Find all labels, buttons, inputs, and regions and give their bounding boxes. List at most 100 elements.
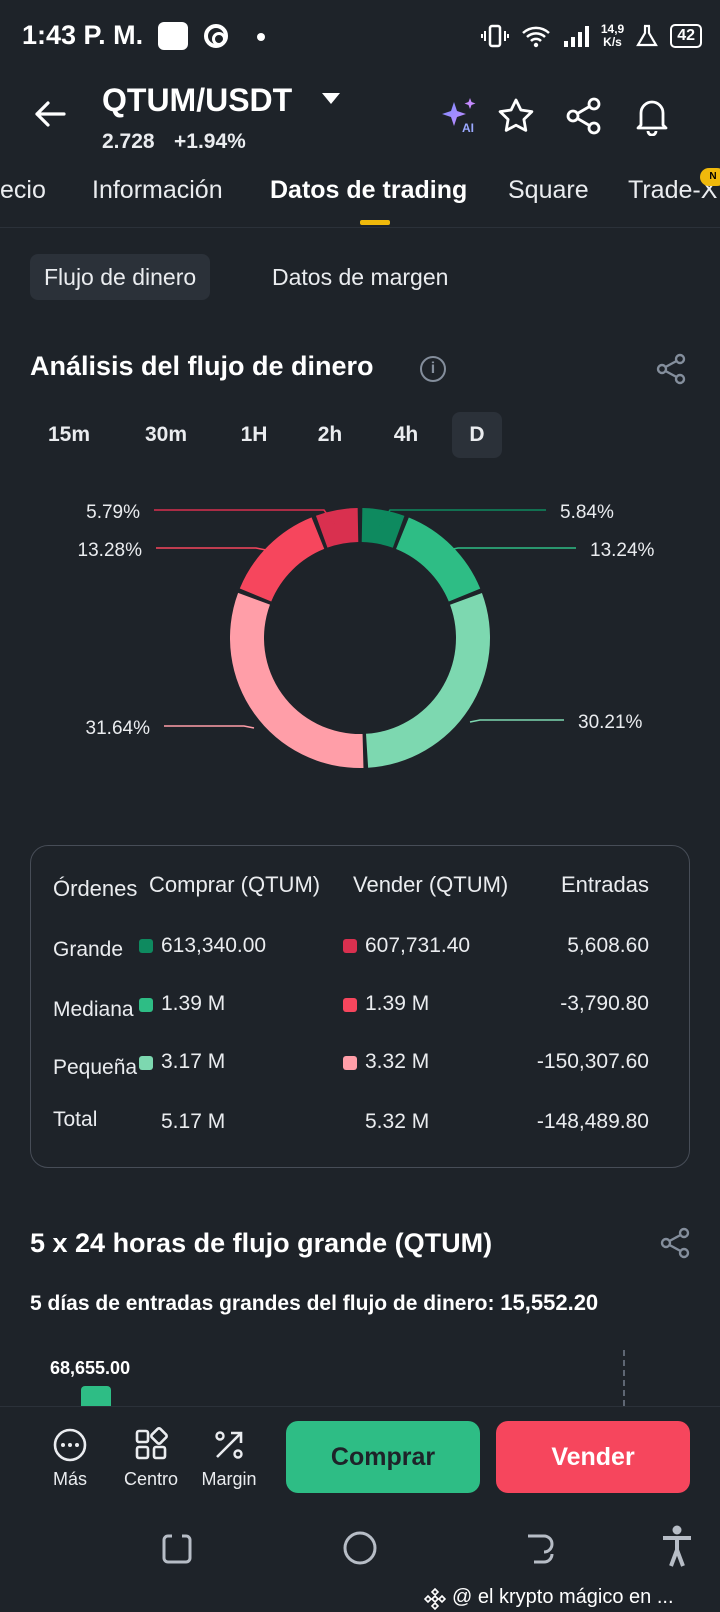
timeframe-30m[interactable]: 30m <box>144 423 188 446</box>
home-icon[interactable] <box>342 1530 378 1566</box>
chart-crosshair-line <box>623 1350 625 1406</box>
tab-square[interactable]: Square <box>508 176 589 204</box>
bell-icon[interactable] <box>632 96 672 136</box>
donut-slice-2[interactable] <box>366 592 490 768</box>
margin-button[interactable]: Margin <box>194 1427 264 1490</box>
timeframe-1h[interactable]: 1H <box>240 423 268 446</box>
sell-large-swatch <box>343 939 357 953</box>
sell-button[interactable]: Vender <box>496 1421 690 1493</box>
money-flow-donut-chart: 5.84% 13.24% 30.21% 31.64% 13.28% 5.79% <box>78 502 655 768</box>
large-flow-title: 5 x 24 horas de flujo grande (QTUM) <box>30 1228 493 1258</box>
donut-label-3: 31.64% <box>86 718 151 739</box>
center-button[interactable]: Centro <box>116 1427 186 1490</box>
buy-small-swatch <box>139 1056 153 1070</box>
row-label-grande: Grande <box>53 938 124 961</box>
timeframe-15m[interactable]: 15m <box>47 423 91 446</box>
status-icons: 14,9 K/s 42 <box>480 20 702 52</box>
tab-informacion[interactable]: Información <box>92 176 223 204</box>
bottom-action-bar: Más Centro Margin Comprar Vender <box>0 1406 720 1506</box>
donut-leader-line-0 <box>379 509 546 527</box>
share-icon[interactable] <box>564 96 604 136</box>
header-ordenes: Órdenes <box>53 876 138 901</box>
timeframe-d[interactable]: D <box>452 412 502 458</box>
margin-icon <box>215 1431 243 1459</box>
row-label-pequena: Pequeña <box>53 1056 138 1079</box>
inflow-medium-value: -3,790.80 <box>560 992 649 1015</box>
inflow-large-value: 5,608.60 <box>567 934 649 957</box>
sell-large-value: 607,731.40 <box>365 934 471 957</box>
donut-slice-5[interactable] <box>315 508 359 548</box>
grid-icon <box>135 1427 168 1460</box>
battery-indicator: 42 <box>670 24 702 48</box>
large-flow-subtitle-label: 5 días de entradas grandes del flujo de … <box>30 1292 495 1315</box>
more-notifications-dot-icon <box>257 33 265 41</box>
donut-leader-line-3 <box>164 725 255 729</box>
more-dots-icon <box>53 1428 87 1462</box>
timeframe-4h[interactable]: 4h <box>393 423 419 446</box>
donut-leader-line-4 <box>156 547 267 551</box>
buy-button[interactable]: Comprar <box>286 1421 480 1493</box>
donut-label-4: 13.28% <box>78 540 143 561</box>
signal-icon <box>563 26 589 47</box>
active-tab-indicator <box>360 220 390 225</box>
tab-datos-de-trading[interactable]: Datos de trading <box>270 176 468 204</box>
pair-dropdown-caret-icon[interactable] <box>322 93 340 104</box>
segment-datos-de-margen[interactable]: Datos de margen <box>272 264 449 290</box>
flask-icon <box>636 24 659 47</box>
buy-large-swatch <box>139 939 153 953</box>
header-comprar: Comprar (QTUM) <box>149 872 321 897</box>
svg-text:AI: AI <box>462 121 474 135</box>
main-tabs: ecio Información Datos de trading Square… <box>0 168 720 228</box>
money-flow-table: Órdenes Comprar (QTUM) Vender (QTUM) Ent… <box>30 845 690 1168</box>
watermark-text: @ el krypto mágico en ... <box>452 1586 674 1608</box>
pair-title[interactable]: QTUM/USDT <box>102 82 293 118</box>
favorite-star-icon[interactable] <box>496 96 536 136</box>
accessibility-icon[interactable] <box>660 1524 694 1568</box>
donut-slice-4[interactable] <box>239 517 325 602</box>
donut-slice-0[interactable] <box>361 508 405 548</box>
money-flow-title: Análisis del flujo de dinero <box>30 351 374 381</box>
header-vender: Vender (QTUM) <box>353 872 509 897</box>
donut-slice-3[interactable] <box>230 592 364 768</box>
back-arrow-icon[interactable] <box>30 94 70 134</box>
donut-leader-line-5 <box>154 509 335 525</box>
status-time: 1:43 P. M. <box>22 20 144 50</box>
donut-label-1: 13.24% <box>590 540 655 561</box>
segment-flujo-de-dinero[interactable]: Flujo de dinero <box>30 254 211 300</box>
donut-label-5: 5.79% <box>86 502 140 523</box>
ai-sparkle-icon[interactable]: AI <box>440 96 480 136</box>
large-flow-subtitle-value: 15,552.20 <box>500 1290 599 1315</box>
header-entradas: Entradas <box>560 872 649 897</box>
row-label-mediana: Mediana <box>53 998 134 1021</box>
last-price: 2.728 <box>102 130 155 153</box>
timeframe-2h[interactable]: 2h <box>317 423 343 446</box>
inflow-total-value: -148,489.80 <box>536 1110 649 1133</box>
sell-medium-value: 1.39 M <box>365 992 430 1015</box>
sell-total-value: 5.32 M <box>365 1110 430 1133</box>
status-bar: 1:43 P. M. 14,9 K/s 42 <box>0 0 720 72</box>
donut-slice-1[interactable] <box>396 517 481 602</box>
back-nav-icon[interactable] <box>522 1532 556 1566</box>
large-flow-share-icon[interactable] <box>658 1226 692 1260</box>
more-button[interactable]: Más <box>35 1427 105 1490</box>
money-flow-share-icon[interactable] <box>654 352 688 386</box>
inflow-small-value: -150,307.60 <box>536 1050 649 1073</box>
buy-small-value: 3.17 M <box>161 1050 226 1073</box>
new-badge: N <box>700 168 720 186</box>
binance-logo-icon <box>424 1588 446 1610</box>
large-flow-bar-label: 68,655.00 <box>50 1358 131 1378</box>
sell-medium-swatch <box>343 998 357 1012</box>
tab-precio[interactable]: ecio <box>0 176 46 204</box>
large-flow-bar[interactable] <box>81 1386 111 1406</box>
donut-label-2: 30.21% <box>578 712 643 733</box>
notification-app-icon <box>158 22 188 50</box>
vibrate-icon <box>480 24 509 48</box>
buy-medium-swatch <box>139 998 153 1012</box>
chrome-icon <box>204 24 228 48</box>
info-icon[interactable]: i <box>420 356 446 382</box>
buy-large-value: 613,340.00 <box>161 934 267 957</box>
donut-leader-line-1 <box>447 547 576 551</box>
recents-icon[interactable] <box>160 1532 194 1566</box>
sell-small-swatch <box>343 1056 357 1070</box>
sell-small-value: 3.32 M <box>365 1050 430 1073</box>
